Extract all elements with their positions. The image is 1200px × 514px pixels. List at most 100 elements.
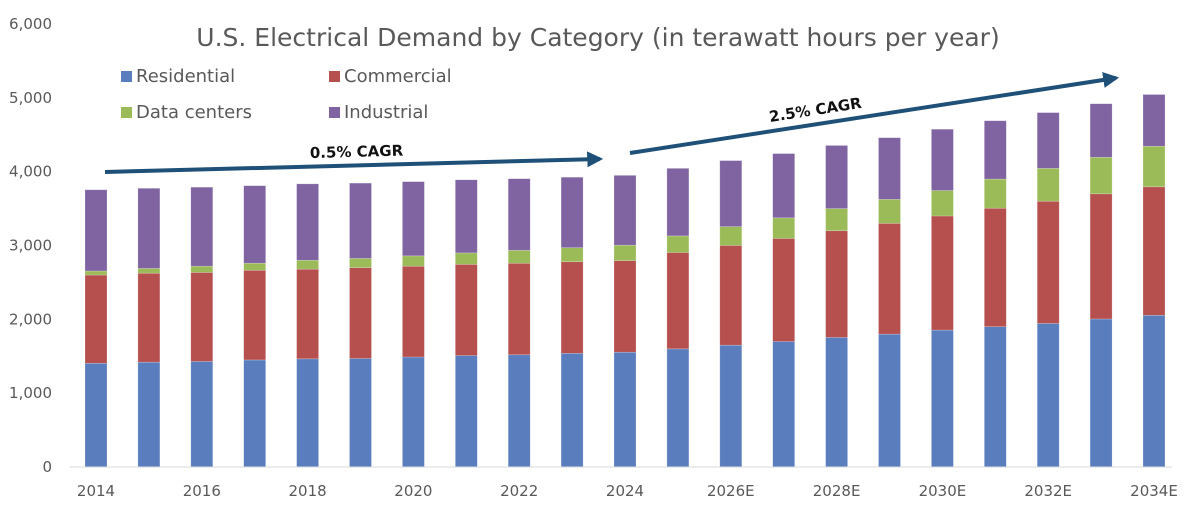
legend-swatch bbox=[329, 107, 340, 118]
bar-data-centers bbox=[190, 265, 214, 273]
bar-industrial bbox=[349, 182, 372, 259]
bar-commercial bbox=[137, 272, 161, 363]
bar-data-centers bbox=[560, 247, 584, 263]
x-tick-label: 2032E bbox=[1024, 482, 1072, 500]
legend-label: Commercial bbox=[344, 66, 452, 87]
legend-swatch bbox=[121, 71, 132, 82]
legend-label: Residential bbox=[136, 66, 235, 87]
legend: Residential Commercial Data centers Industr… bbox=[121, 66, 452, 123]
bar-commercial bbox=[402, 265, 425, 358]
bar-industrial bbox=[719, 160, 743, 227]
bar-residential bbox=[190, 361, 214, 468]
bar-commercial bbox=[190, 272, 214, 362]
bar-data-centers bbox=[772, 217, 796, 239]
bar-data-centers bbox=[1089, 156, 1113, 195]
bar-industrial bbox=[507, 178, 531, 251]
x-axis: 2014 2016 2018 2020 2022 2024 2026E 2028E 2030E 2… bbox=[77, 482, 1178, 500]
x-tick-label: 2016 bbox=[183, 482, 221, 500]
bar-industrial bbox=[243, 185, 266, 264]
bar-industrial bbox=[613, 175, 637, 246]
bar-data-centers bbox=[454, 252, 478, 265]
bar-residential bbox=[84, 362, 108, 468]
annotation-arrow-0 bbox=[104, 151, 604, 174]
x-tick-label: 2030E bbox=[919, 482, 967, 500]
bar-commercial bbox=[878, 223, 901, 335]
bar-commercial bbox=[296, 268, 319, 360]
bar-commercial bbox=[772, 238, 796, 342]
bar-industrial bbox=[825, 145, 848, 209]
bar-commercial bbox=[1089, 193, 1113, 320]
bar-commercial bbox=[666, 252, 690, 350]
bar-data-centers bbox=[1142, 145, 1166, 188]
bar-residential bbox=[1142, 314, 1166, 468]
bar-residential bbox=[983, 326, 1007, 468]
bar-residential bbox=[825, 337, 848, 468]
bar-industrial bbox=[560, 176, 584, 249]
bar-commercial bbox=[825, 230, 848, 338]
chart-title: U.S. Electrical Demand by Category (in t… bbox=[196, 23, 999, 52]
bar-residential bbox=[560, 352, 584, 468]
y-tick-label: 0 bbox=[42, 458, 52, 476]
y-tick-label: 3,000 bbox=[9, 237, 52, 255]
x-tick-label: 2020 bbox=[394, 482, 432, 500]
bar-industrial bbox=[931, 128, 954, 191]
x-tick-label: 2028E bbox=[813, 482, 861, 500]
bar-commercial bbox=[983, 207, 1007, 328]
bar-data-centers bbox=[666, 235, 690, 253]
bar-data-centers bbox=[402, 255, 425, 267]
bar-residential bbox=[878, 333, 901, 468]
bar-data-centers bbox=[931, 190, 954, 217]
bar-data-centers bbox=[349, 258, 372, 268]
bars bbox=[84, 94, 1166, 468]
x-tick-label: 2018 bbox=[289, 482, 327, 500]
bar-industrial bbox=[772, 153, 796, 219]
bar-residential bbox=[402, 356, 425, 468]
bar-commercial bbox=[454, 264, 478, 356]
x-tick-label: 2022 bbox=[500, 482, 538, 500]
bar-industrial bbox=[1036, 112, 1060, 169]
bar-commercial bbox=[84, 274, 108, 364]
bar-residential bbox=[719, 344, 743, 468]
bar-industrial bbox=[666, 168, 690, 237]
bar-data-centers bbox=[878, 199, 901, 224]
bar-commercial bbox=[507, 262, 531, 356]
legend-label: Data centers bbox=[136, 102, 252, 123]
legend-swatch bbox=[121, 107, 132, 118]
bar-residential bbox=[666, 348, 690, 468]
bar-commercial bbox=[1036, 200, 1060, 324]
y-tick-label: 6,000 bbox=[9, 15, 52, 33]
annotation-arrow-1 bbox=[629, 72, 1120, 155]
bar-industrial bbox=[402, 181, 425, 257]
annotation-label-0: 0.5% CAGR bbox=[310, 142, 404, 162]
bar-data-centers bbox=[613, 244, 637, 261]
bar-residential bbox=[507, 354, 531, 468]
y-tick-label: 2,000 bbox=[9, 310, 52, 328]
bar-data-centers bbox=[825, 208, 848, 232]
bar-residential bbox=[454, 355, 478, 468]
bar-industrial bbox=[878, 137, 901, 200]
y-tick-label: 1,000 bbox=[9, 384, 52, 402]
bar-industrial bbox=[296, 183, 319, 261]
bar-industrial bbox=[454, 179, 478, 254]
y-axis: 0 1,000 2,000 3,000 4,000 5,000 6,000 bbox=[9, 15, 52, 476]
bar-industrial bbox=[983, 120, 1007, 180]
bar-residential bbox=[243, 359, 266, 468]
bar-data-centers bbox=[507, 249, 531, 264]
bar-data-centers bbox=[84, 270, 108, 276]
y-tick-label: 4,000 bbox=[9, 163, 52, 181]
bar-industrial bbox=[137, 187, 161, 269]
bar-residential bbox=[1089, 318, 1113, 468]
bar-commercial bbox=[560, 261, 584, 354]
x-tick-label: 2026E bbox=[707, 482, 755, 500]
bar-commercial bbox=[349, 267, 372, 359]
bar-data-centers bbox=[983, 178, 1007, 209]
bar-data-centers bbox=[296, 259, 319, 270]
bar-data-centers bbox=[719, 226, 743, 246]
bar-residential bbox=[1036, 323, 1060, 468]
y-tick-label: 5,000 bbox=[9, 89, 52, 107]
x-tick-label: 2014 bbox=[77, 482, 115, 500]
bar-data-centers bbox=[1036, 168, 1060, 202]
bar-commercial bbox=[931, 215, 954, 331]
bar-residential bbox=[137, 361, 161, 468]
bar-residential bbox=[772, 341, 796, 468]
